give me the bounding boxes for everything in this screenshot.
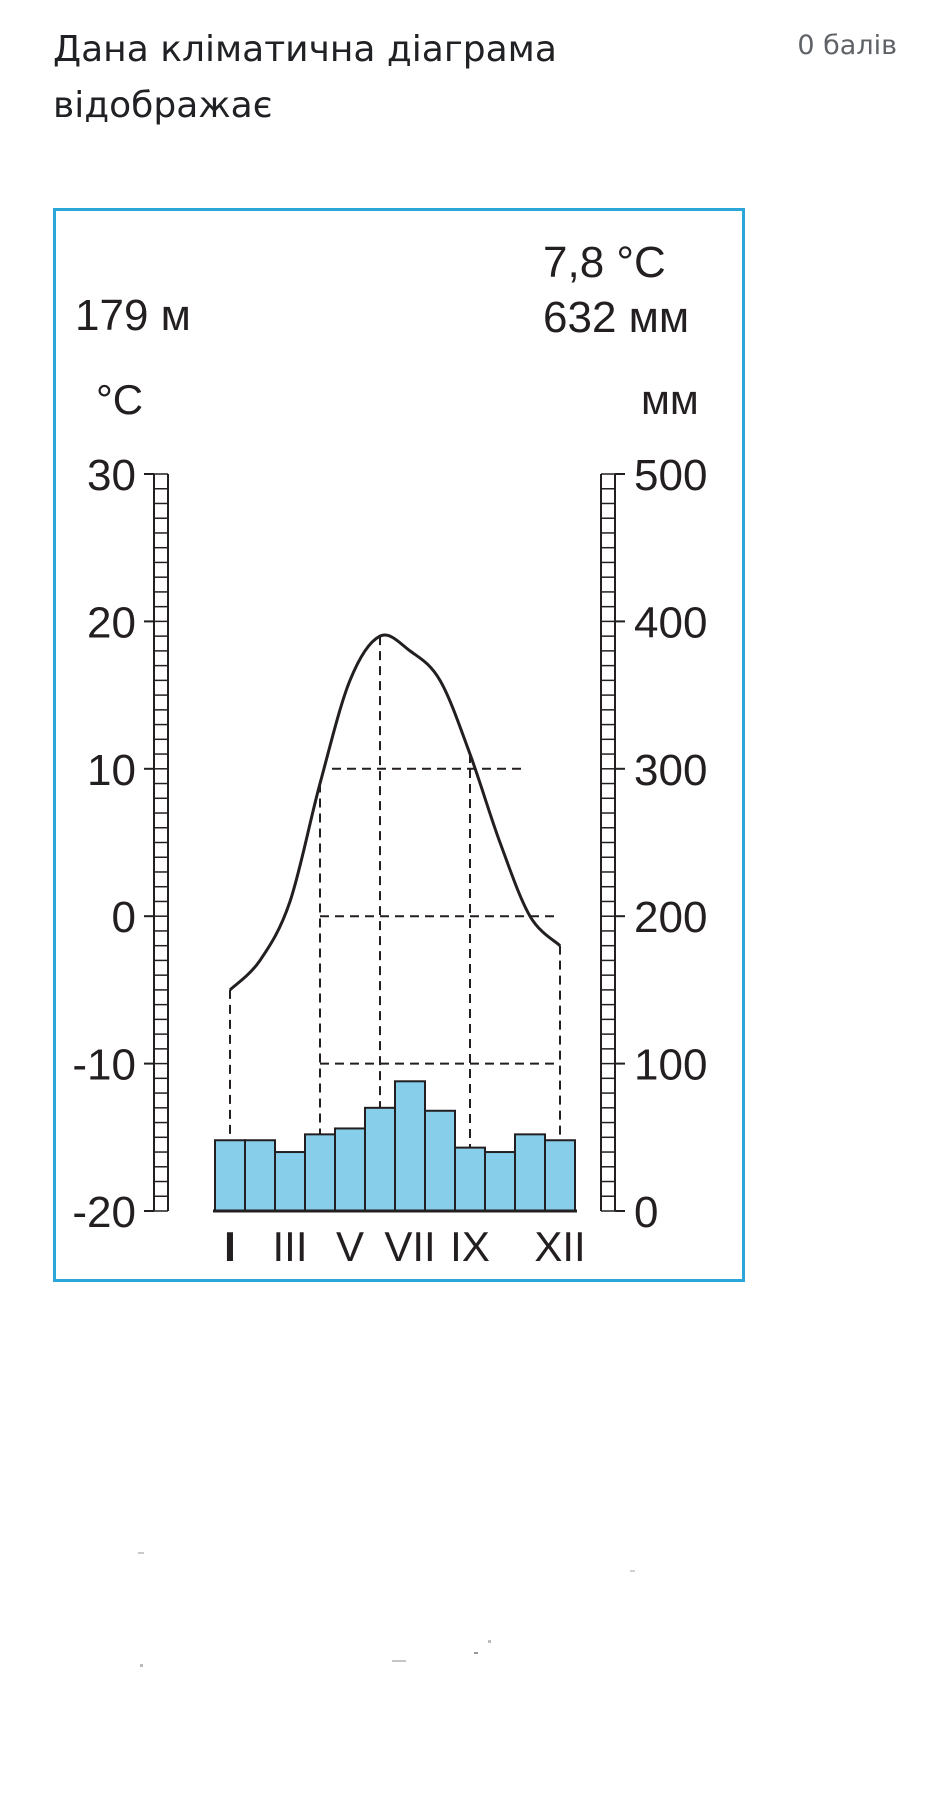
precipitation-bar: [454, 1146, 486, 1212]
left-tick-label: 10: [87, 746, 136, 795]
right-tick-label: 500: [634, 451, 707, 500]
month-label: IX: [450, 1223, 490, 1270]
temperature-curve: [228, 633, 562, 992]
speck: [488, 1640, 491, 1643]
right-axis-unit: мм: [641, 376, 699, 423]
right-tick-label: 400: [634, 598, 707, 647]
precipitation-bar: [424, 1109, 456, 1213]
precipitation-bar: [544, 1139, 576, 1212]
right-tick-label: 200: [634, 893, 707, 942]
month-label: V: [336, 1223, 364, 1270]
climate-diagram: 179 м 7,8 °C 632 мм °C мм 30 20 10 0 -10 -20 …: [53, 208, 745, 1282]
left-tick-label: -10: [72, 1041, 136, 1090]
left-tick-label: 30: [87, 451, 136, 500]
month-label: VII: [384, 1223, 435, 1270]
annual-temperature-label: 7,8 °C: [543, 238, 666, 287]
left-axis-unit: °C: [96, 376, 143, 423]
speck: [474, 1652, 478, 1654]
month-label: XII: [534, 1223, 585, 1270]
left-tick-label: -20: [72, 1188, 136, 1237]
month-label: III: [272, 1223, 307, 1270]
month-label: I: [224, 1223, 236, 1270]
right-tick-label: 100: [634, 1041, 707, 1090]
altitude-label: 179 м: [75, 291, 191, 340]
precipitation-bar: [484, 1151, 516, 1212]
climate-chart-svg: 179 м 7,8 °C 632 мм °C мм 3020100-10-20 …: [72, 238, 707, 1270]
precipitation-bar: [214, 1139, 246, 1212]
right-tick-label: 300: [634, 746, 707, 795]
precipitation-bar: [334, 1127, 366, 1212]
speck: [630, 1570, 635, 1572]
speck: [392, 1660, 406, 1662]
right-tick-label: 0: [634, 1188, 658, 1237]
precipitation-bar: [244, 1139, 276, 1212]
precipitation-bar: [394, 1080, 426, 1213]
question-title: Дана кліматична діаграма відображає: [53, 29, 557, 126]
left-tick-label: 0: [112, 893, 136, 942]
precipitation-bar: [304, 1133, 336, 1212]
precipitation-bar: [364, 1106, 396, 1213]
speck: [140, 1664, 143, 1667]
left-tick-label: 20: [87, 598, 136, 647]
precipitation-bar: [274, 1151, 306, 1212]
speck: [138, 1552, 144, 1554]
precipitation-bar: [514, 1133, 546, 1212]
points-badge: 0 балів: [797, 30, 897, 61]
annual-precipitation-label: 632 мм: [543, 293, 689, 342]
